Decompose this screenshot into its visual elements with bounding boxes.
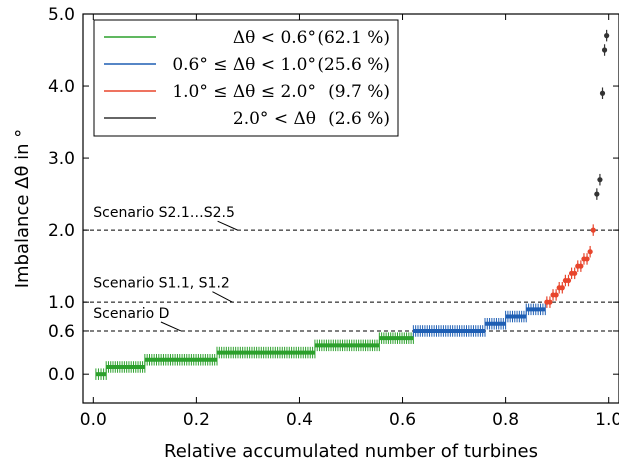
legend-label: 2.0° < Δθ	[233, 109, 316, 129]
x-tick-label: 0.6	[389, 410, 416, 430]
data-point	[584, 256, 590, 262]
data-point	[565, 277, 572, 284]
annotation-label: Scenario S2.1…S2.5	[93, 205, 235, 221]
x-tick-label: 0.2	[183, 410, 210, 430]
x-axis-ticks: 0.0 0.2 0.4 0.6 0.8 1.0	[80, 14, 619, 430]
series-4	[594, 29, 610, 200]
y-tick-label: 0.6	[48, 322, 75, 342]
annotation-leader	[212, 291, 233, 303]
legend-share: (62.1 %)	[317, 28, 390, 48]
annotation-leader	[160, 321, 182, 332]
legend-label: Δθ < 0.6°	[233, 28, 316, 48]
y-tick-label: 3.0	[48, 149, 75, 169]
threshold-lines	[83, 229, 619, 332]
series-1	[95, 332, 414, 380]
plot-frame	[82, 13, 619, 404]
legend-share: (2.6 %)	[328, 109, 390, 129]
y-tick-label: 2.0	[48, 221, 75, 241]
data-point	[599, 90, 606, 96]
y-tick-label: 5.0	[48, 5, 75, 25]
annotations: Scenario S2.1…S2.5 Scenario S1.1, S1.2 Sce…	[93, 205, 238, 332]
data-point	[587, 249, 593, 255]
legend-label: 0.6° ≤ Δθ < 1.0°	[172, 55, 316, 75]
data-point	[597, 177, 603, 183]
y-tick-label: 4.0	[48, 77, 75, 97]
legend: Δθ < 0.6° (62.1 %)0.6° ≤ Δθ < 1.0° (25.6 %…	[93, 19, 399, 137]
y-tick-label: 0.0	[48, 365, 75, 385]
x-tick-label: 0.0	[80, 410, 107, 430]
data-point	[604, 33, 610, 39]
legend-box	[93, 19, 399, 137]
data-point	[601, 47, 608, 53]
legend-share: (25.6 %)	[317, 55, 390, 75]
x-tick-label: 0.8	[492, 410, 519, 430]
series-3	[544, 224, 596, 308]
x-tick-label: 0.4	[286, 410, 313, 430]
series-2	[412, 303, 546, 337]
annotation-label: Scenario S1.1, S1.2	[93, 276, 230, 292]
data-point	[590, 227, 596, 233]
x-tick-label: 1.0	[595, 410, 619, 430]
annotation-label: Scenario D	[93, 306, 169, 322]
data-point	[578, 263, 584, 269]
y-axis-ticks: 0.0 0.6 1.0 2.0 3.0 4.0 5.0	[48, 5, 619, 385]
data-point	[553, 292, 559, 298]
data-point	[594, 191, 600, 197]
series-layer	[95, 29, 610, 380]
data-point	[559, 285, 565, 291]
legend-share: (9.7 %)	[328, 82, 390, 102]
x-axis-label: Relative accumulated number of turbines	[164, 441, 538, 462]
data-point	[572, 270, 578, 276]
data-point	[547, 299, 553, 305]
annotation-leader	[217, 220, 238, 231]
y-axis-label: Imbalance Δθ in °	[12, 129, 33, 289]
y-tick-label: 1.0	[48, 293, 75, 313]
legend-label: 1.0° ≤ Δθ ≤ 2.0°	[172, 82, 316, 102]
